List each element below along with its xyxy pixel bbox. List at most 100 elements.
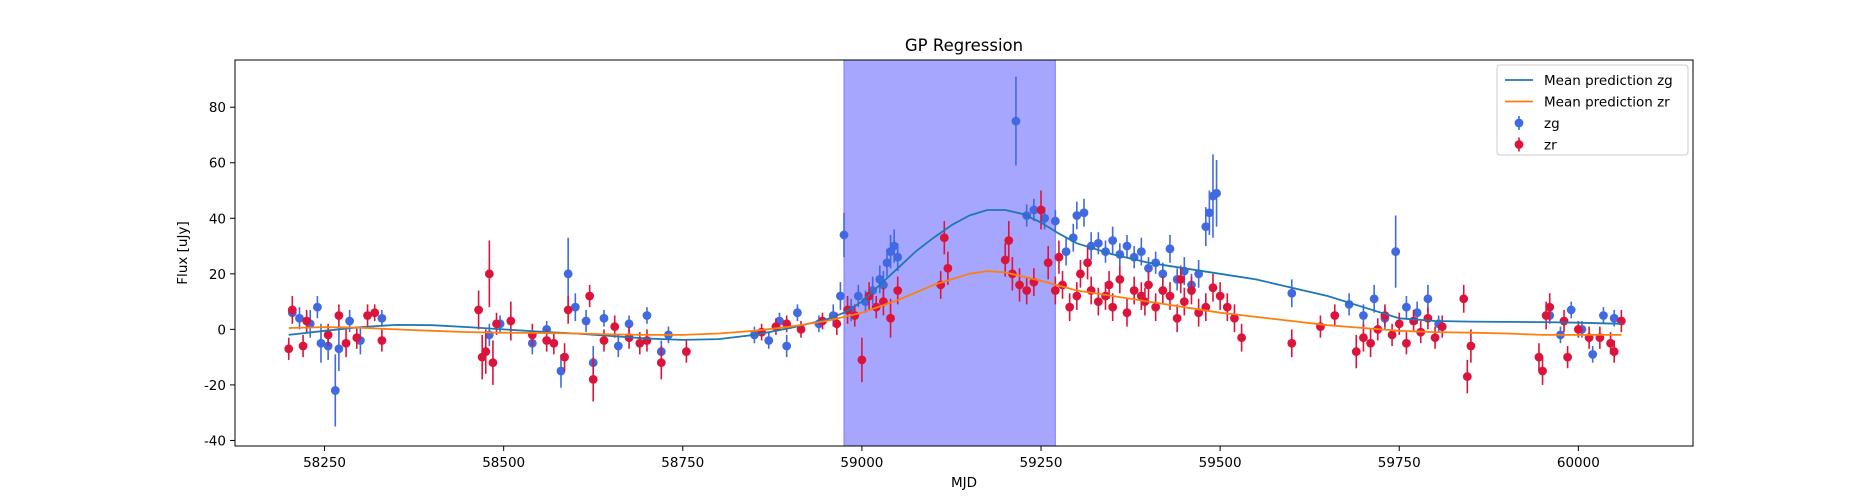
y-tick-label: 80 — [209, 100, 226, 116]
data-point — [481, 347, 491, 356]
data-point — [656, 358, 666, 368]
data-point — [588, 374, 598, 384]
data-point — [1129, 286, 1139, 295]
data-point — [1040, 213, 1050, 223]
data-point — [334, 311, 344, 320]
data-point — [893, 252, 903, 262]
data-point — [1412, 308, 1422, 318]
data-point — [1287, 288, 1297, 298]
data-point — [1000, 255, 1010, 265]
x-tick-label: 59500 — [1199, 455, 1242, 471]
data-point — [1588, 349, 1598, 359]
data-point — [1072, 291, 1082, 301]
y-tick-label: 0 — [217, 322, 226, 338]
data-point — [1144, 280, 1153, 290]
data-point — [1237, 333, 1247, 343]
data-point — [488, 358, 498, 368]
data-point — [796, 324, 806, 334]
data-point — [1165, 244, 1175, 254]
data-point — [1158, 286, 1168, 295]
legend-label: zr — [1544, 138, 1557, 154]
data-point — [1204, 208, 1214, 218]
data-point — [1122, 241, 1132, 251]
series-line — [288, 270, 1622, 336]
data-point — [1437, 322, 1447, 331]
data-point — [1144, 263, 1153, 273]
data-point — [1015, 280, 1024, 290]
data-point — [1573, 324, 1583, 334]
legend-marker-swatch — [1514, 118, 1524, 128]
data-point — [613, 341, 623, 351]
data-point — [284, 344, 294, 354]
data-point — [1201, 222, 1211, 232]
data-point — [1136, 247, 1146, 257]
data-point — [295, 313, 304, 323]
data-point — [363, 311, 372, 320]
x-tick-label: 60000 — [1557, 455, 1600, 471]
data-point — [857, 355, 867, 365]
data-point — [1423, 294, 1433, 304]
y-tick-label: -40 — [204, 433, 226, 449]
data-point — [939, 233, 949, 243]
data-point — [1359, 311, 1368, 320]
data-point — [1065, 302, 1075, 312]
data-point — [1459, 294, 1469, 304]
y-tick-label: 20 — [209, 267, 226, 283]
data-point — [1043, 258, 1053, 268]
data-point — [1029, 205, 1039, 215]
data-point — [323, 330, 333, 340]
highlight-span — [843, 59, 1056, 447]
legend-label: Mean prediction zr — [1544, 95, 1670, 111]
data-point — [1545, 302, 1555, 312]
data-point — [302, 316, 312, 326]
data-point — [1563, 352, 1573, 362]
data-point — [334, 344, 344, 354]
data-point — [1559, 316, 1569, 326]
chart-title: GP Regression — [905, 36, 1023, 55]
data-point — [1079, 208, 1089, 218]
data-point — [1534, 352, 1544, 362]
legend-box — [1496, 64, 1689, 156]
x-tick-label: 58250 — [303, 455, 346, 471]
data-point — [635, 338, 645, 348]
y-tick-label: -20 — [204, 378, 226, 394]
data-point — [1359, 333, 1368, 343]
data-point — [1172, 313, 1182, 323]
data-point — [1430, 333, 1440, 343]
data-point — [1158, 269, 1168, 279]
data-point — [370, 308, 380, 318]
x-axis-label: MJD — [951, 475, 977, 491]
data-point — [1330, 311, 1340, 320]
data-point — [793, 308, 802, 318]
data-point — [563, 305, 573, 315]
data-point — [1462, 372, 1472, 381]
x-tick-label: 59250 — [1020, 455, 1063, 471]
x-tick-label: 59750 — [1378, 455, 1421, 471]
data-point — [642, 311, 652, 320]
data-layer — [284, 76, 1626, 427]
data-point — [316, 338, 326, 348]
data-point — [1083, 258, 1092, 268]
data-point — [1179, 297, 1189, 306]
data-point — [599, 313, 609, 323]
data-point — [585, 291, 595, 301]
data-point — [330, 386, 340, 395]
data-point — [341, 338, 351, 348]
data-point — [1215, 291, 1225, 301]
data-point — [1122, 308, 1132, 318]
data-point — [1566, 305, 1576, 315]
data-point — [886, 313, 895, 323]
legend-label: Mean prediction zg — [1544, 73, 1673, 89]
data-point — [1402, 338, 1411, 348]
data-point — [474, 305, 483, 315]
data-point — [581, 316, 591, 326]
x-tick-label: 58750 — [661, 455, 704, 471]
legend: Mean prediction zg Mean prediction zr zg zr — [1496, 64, 1689, 156]
x-tick-label: 59000 — [840, 455, 883, 471]
data-point — [1538, 366, 1547, 376]
data-point — [832, 319, 842, 329]
data-point — [764, 336, 774, 345]
data-point — [549, 338, 559, 348]
highlight-span-layer — [843, 59, 1056, 447]
